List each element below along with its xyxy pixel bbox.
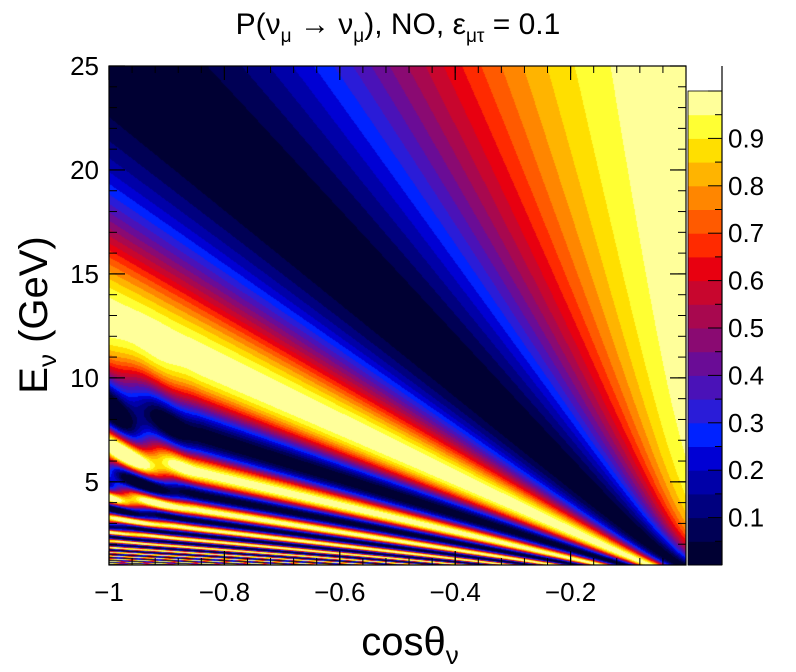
title-epsilon-sub: μτ [466, 26, 485, 47]
colorbar-level [688, 470, 722, 495]
colorbar-tick-label: 0.7 [728, 218, 764, 248]
y-tick-label: 10 [70, 363, 99, 393]
y-axis-label-rest: (GeV) [12, 236, 56, 354]
heatmap-image [109, 66, 686, 565]
y-axis-label-main: E [12, 367, 56, 394]
colorbar-tick-label: 0.1 [728, 503, 764, 533]
y-tick-label: 25 [70, 51, 99, 81]
colorbar-level [688, 422, 722, 447]
colorbar-level [688, 280, 722, 305]
colorbar-tick-label: 0.6 [728, 266, 764, 296]
x-tick-label: −1 [94, 577, 124, 607]
colorbar-tick-label: 0.4 [728, 360, 764, 390]
colorbar-level [688, 399, 722, 424]
colorbar-level [688, 162, 722, 187]
x-axis-label: cosθν [361, 620, 459, 670]
x-axis-label-sub: ν [446, 640, 459, 670]
colorbar-level [688, 328, 722, 353]
colorbar-tick-label: 0.9 [728, 123, 764, 153]
y-axis-label-sub: ν [32, 354, 62, 367]
x-axis: −1 −0.8 −0.6 −0.4 −0.2 [94, 66, 687, 607]
colorbar-level [688, 91, 722, 116]
title-arrow: → [292, 8, 339, 41]
colorbar-level [688, 517, 722, 542]
chart-title: P(νμ → νμ), NO, εμτ = 0.1 [236, 8, 561, 47]
colorbar-level [688, 256, 722, 282]
colorbar-level [688, 541, 722, 566]
colorbar [687, 90, 723, 566]
colorbar-tick-label: 0.2 [728, 455, 764, 485]
title-prefix: P( [236, 8, 266, 41]
colorbar-level [688, 375, 722, 400]
colorbar-level [688, 351, 722, 376]
x-tick-label: −0.2 [545, 577, 596, 607]
title-nu2: ν [338, 8, 353, 41]
colorbar-level [688, 446, 722, 471]
colorbar-level [688, 209, 722, 234]
colorbar-level [688, 185, 722, 210]
colorbar-level [688, 304, 722, 329]
title-epsilon: ε [453, 8, 466, 41]
colorbar-level [688, 233, 722, 258]
x-tick-label: −0.8 [199, 577, 250, 607]
title-nu1-sub: μ [281, 26, 292, 47]
colorbar-tick-label: 0.5 [728, 313, 764, 343]
title-nu2-sub: μ [353, 26, 364, 47]
y-axis-label: Eν (GeV) [12, 236, 62, 393]
y-tick-label: 15 [70, 259, 99, 289]
colorbar-level [688, 114, 722, 139]
title-mid: ), NO, [364, 8, 452, 41]
colorbar-axis: 0.1 0.2 0.3 0.4 0.5 0.6 0.7 0.8 0.9 [708, 66, 764, 566]
y-axis: 5 10 15 20 25 [70, 51, 686, 566]
colorbar-tick-label: 0.8 [728, 171, 764, 201]
x-tick-label: −0.4 [430, 577, 481, 607]
title-nu1: ν [266, 8, 281, 41]
colorbar-level [688, 138, 722, 163]
y-tick-label: 20 [70, 155, 99, 185]
y-tick-label: 5 [85, 467, 99, 497]
colorbar-tick-label: 0.3 [728, 408, 764, 438]
x-tick-label: −0.6 [314, 577, 365, 607]
title-equals: = [484, 8, 518, 41]
colorbar-level [688, 493, 722, 519]
heatmap-plot-area [109, 66, 686, 565]
x-axis-label-main: cosθ [361, 620, 446, 664]
title-value: 0.1 [519, 8, 561, 41]
